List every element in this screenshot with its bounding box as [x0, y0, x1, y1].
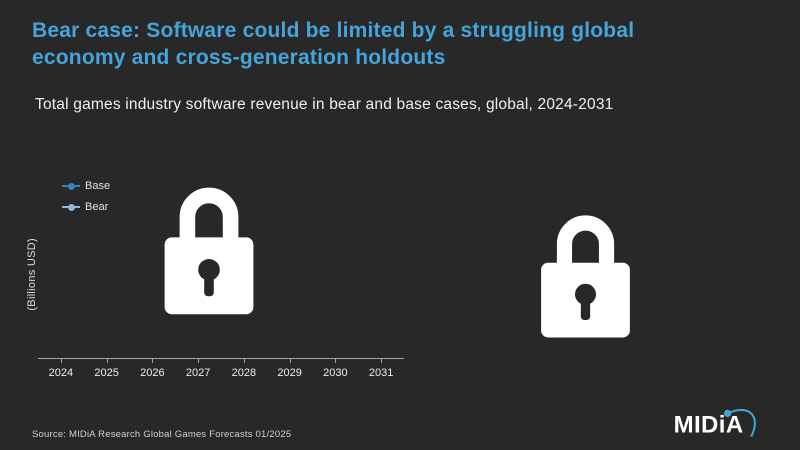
- x-tick-2030: 2030: [313, 359, 359, 379]
- page-title: Bear case: Software could be limited by …: [32, 18, 752, 72]
- midia-logo: MIDiA: [674, 409, 756, 439]
- x-tick-2031: 2031: [358, 359, 404, 379]
- page-title-line2: economy and cross-generation holdouts: [32, 45, 446, 69]
- lock-icon: [541, 215, 630, 338]
- x-tick-2024: 2024: [38, 359, 84, 379]
- logo-dot-icon: [724, 409, 732, 417]
- source-note: Source: MIDiA Research Global Games Fore…: [32, 429, 292, 440]
- base-series-marker-icon: [62, 182, 80, 190]
- x-axis-line: [38, 358, 404, 359]
- midia-logo-text: MIDiA: [674, 412, 744, 439]
- legend-item-base: Base: [62, 180, 110, 192]
- x-tick-2025: 2025: [84, 359, 130, 379]
- legend-item-bear: Bear: [62, 201, 110, 213]
- x-tick-2029: 2029: [267, 359, 313, 379]
- bear-series-marker-icon: [62, 203, 80, 211]
- y-axis-label: (Billions USD): [26, 238, 38, 311]
- x-axis: 2024 2025 2026 2027 2028 2029 2030 2031: [38, 358, 404, 379]
- logo-arc: [729, 409, 756, 438]
- chart-legend: Base Bear: [62, 180, 110, 222]
- lock-icon: [164, 187, 254, 315]
- legend-label-bear: Bear: [85, 201, 109, 213]
- x-tick-2027: 2027: [175, 359, 221, 379]
- x-axis-ticks: 2024 2025 2026 2027 2028 2029 2030 2031: [38, 359, 404, 379]
- legend-label-base: Base: [85, 180, 111, 192]
- page-title-line1: Bear case: Software could be limited by …: [32, 19, 635, 42]
- x-tick-2026: 2026: [130, 359, 176, 379]
- x-tick-2028: 2028: [221, 359, 267, 379]
- chart-subtitle: Total games industry software revenue in…: [35, 96, 614, 113]
